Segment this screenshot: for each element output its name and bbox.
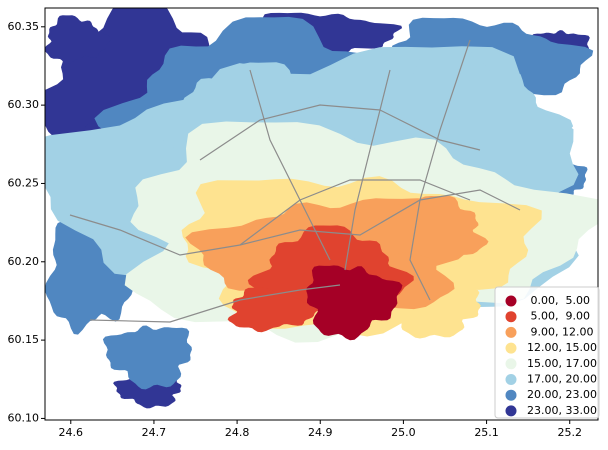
legend-label: 20.00, 23.00 <box>527 388 597 401</box>
x-tick-label: 24.9 <box>308 426 333 439</box>
legend-label: 17.00, 20.00 <box>527 373 597 386</box>
region <box>103 326 192 390</box>
x-tick-label: 25.2 <box>557 426 582 439</box>
legend-label: 5.00, 9.00 <box>527 310 590 323</box>
legend-swatch <box>506 405 517 416</box>
legend-label: 12.00, 15.00 <box>527 341 597 354</box>
x-tick-label: 25.1 <box>474 426 499 439</box>
legend-swatch <box>506 358 517 369</box>
legend-swatch <box>506 390 517 401</box>
legend-label: 9.00, 12.00 <box>527 325 593 338</box>
y-tick-label: 60.15 <box>8 333 40 346</box>
y-tick-label: 60.35 <box>8 20 40 33</box>
legend-swatch <box>506 296 517 307</box>
x-tick-label: 24.8 <box>225 426 250 439</box>
legend-swatch <box>506 374 517 385</box>
legend-swatch <box>506 311 517 322</box>
legend: 0.00, 5.00 5.00, 9.00 9.00, 12.00 12.00, … <box>495 287 599 418</box>
x-tick-label: 24.7 <box>142 426 167 439</box>
y-tick-label: 60.10 <box>8 411 40 424</box>
y-tick-label: 60.20 <box>8 255 40 268</box>
legend-label: 23.00, 33.00 <box>527 404 597 417</box>
x-tick-label: 25.0 <box>391 426 416 439</box>
y-tick-label: 60.25 <box>8 176 40 189</box>
x-tick-label: 24.6 <box>59 426 84 439</box>
legend-swatch <box>506 343 517 354</box>
legend-swatch <box>506 327 517 338</box>
legend-label: 0.00, 5.00 <box>527 294 590 307</box>
y-tick-label: 60.30 <box>8 98 40 111</box>
legend-label: 15.00, 17.00 <box>527 357 597 370</box>
